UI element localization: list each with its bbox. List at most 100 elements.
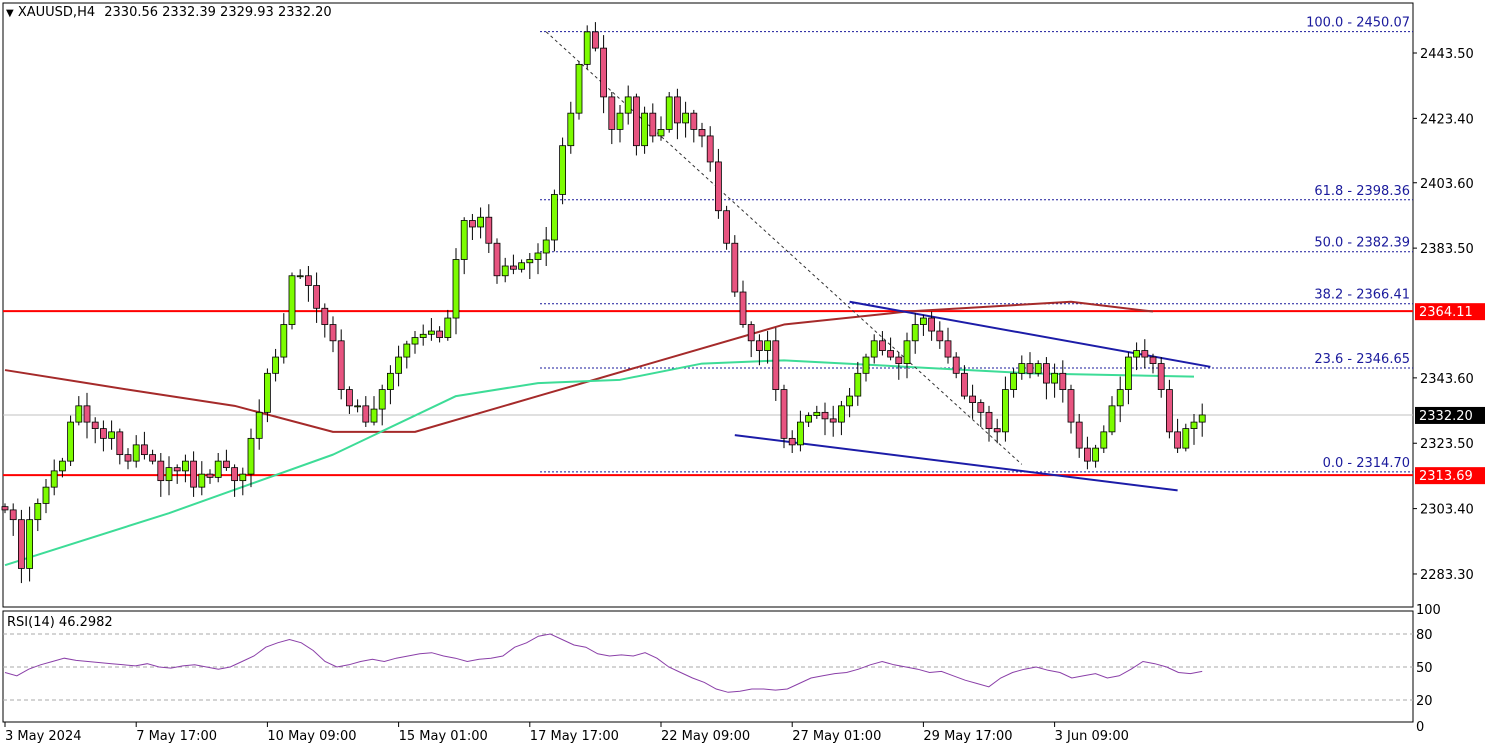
fib-level-label: 50.0 - 2382.39 <box>1314 236 1410 251</box>
dashed-trendline <box>545 31 1023 465</box>
bullish-candle <box>263 372 271 413</box>
bearish-candle <box>698 129 706 137</box>
rsi-tick-label: 80 <box>1416 628 1433 643</box>
fib-level-label: 0.0 - 2314.70 <box>1323 456 1410 471</box>
bearish-candle <box>993 428 1001 433</box>
bearish-candle <box>879 340 886 351</box>
bullish-candle <box>1108 405 1116 433</box>
symbol-label: XAUUSD,H4 <box>17 5 96 20</box>
bearish-candle <box>100 428 107 439</box>
y-tick-label: 2423.40 <box>1420 112 1474 127</box>
bearish-candle <box>928 317 935 332</box>
bullish-candle <box>657 129 665 137</box>
bearish-candle <box>772 340 780 390</box>
y-tick-label: 2403.60 <box>1420 177 1474 192</box>
bullish-candle <box>534 252 542 260</box>
bearish-candle <box>1043 363 1050 384</box>
bullish-candle <box>477 216 485 228</box>
bullish-candle <box>665 96 673 130</box>
bearish-candle <box>17 519 25 569</box>
bullish-candle <box>452 259 460 319</box>
bullish-candle <box>1010 372 1017 390</box>
bearish-candle <box>756 340 763 351</box>
bullish-candle <box>624 96 632 114</box>
channel-upper-line <box>849 300 1211 368</box>
bearish-candle <box>1174 431 1181 449</box>
bullish-candle <box>1198 414 1206 423</box>
bullish-candle <box>1116 389 1124 407</box>
x-tick-label: 17 May 17:00 <box>530 729 619 744</box>
main-plot-frame <box>2 2 1414 608</box>
bearish-candle <box>1026 363 1034 374</box>
y-tick-label: 2383.50 <box>1420 242 1474 257</box>
level-price-label: 2313.69 <box>1419 469 1473 484</box>
bullish-candle <box>903 340 911 364</box>
bullish-candle <box>181 460 189 472</box>
bullish-candle <box>108 431 115 439</box>
bullish-candle <box>1034 363 1042 374</box>
bearish-candle <box>723 210 730 244</box>
bearish-candle <box>362 405 370 423</box>
bullish-candle <box>427 330 435 335</box>
bearish-candle <box>739 291 747 325</box>
rsi-tick-label: 20 <box>1416 694 1433 709</box>
bullish-candle <box>682 112 689 124</box>
bullish-candle <box>165 467 173 482</box>
bearish-candle <box>313 285 321 309</box>
bullish-candle <box>616 112 624 130</box>
x-tick-label: 29 May 17:00 <box>923 729 1012 744</box>
y-tick-label: 2443.50 <box>1420 47 1474 62</box>
bearish-candle <box>633 96 640 147</box>
bearish-candle <box>944 340 952 358</box>
bullish-candle <box>255 411 263 439</box>
fib-level-label: 38.2 - 2366.41 <box>1314 288 1410 303</box>
bullish-candle <box>920 317 927 325</box>
bearish-candle <box>321 307 329 325</box>
bearish-candle <box>985 411 993 430</box>
bullish-candle <box>42 486 50 504</box>
collapse-triangle-icon[interactable]: ▼ <box>6 8 14 19</box>
bearish-candle <box>149 454 157 462</box>
bearish-candle <box>780 389 788 439</box>
bearish-candle <box>674 96 681 124</box>
y-tick-label: 2343.60 <box>1420 372 1474 387</box>
fib-level-label: 100.0 - 2450.07 <box>1306 16 1410 31</box>
bullish-candle <box>1100 431 1108 449</box>
level-price-label: 2364.11 <box>1419 305 1473 320</box>
bullish-candle <box>551 194 558 241</box>
channel-lower-line <box>734 434 1178 492</box>
y-tick-label: 2303.40 <box>1420 503 1474 518</box>
x-tick-label: 7 May 17:00 <box>136 729 217 744</box>
bearish-candle <box>608 96 616 130</box>
bearish-candle <box>895 356 903 364</box>
bullish-candle <box>1002 389 1009 433</box>
rsi-label: RSI(14) 46.2982 <box>7 615 113 630</box>
bullish-candle <box>288 275 296 325</box>
bullish-candle <box>542 239 550 254</box>
bearish-candle <box>1166 389 1173 433</box>
rsi-tick-label: 100 <box>1416 603 1441 618</box>
bullish-candle <box>354 405 362 408</box>
bearish-candle <box>83 405 91 423</box>
rsi-tick-label: 0 <box>1416 720 1424 735</box>
bullish-candle <box>838 405 845 423</box>
level-price-tag <box>1415 467 1485 485</box>
bearish-candle <box>887 350 894 358</box>
bullish-candle <box>1125 356 1132 390</box>
bullish-candle <box>567 112 575 147</box>
fast-moving-average-line <box>4 359 1195 567</box>
bearish-candle <box>157 460 165 482</box>
bearish-candle <box>468 220 476 228</box>
bearish-candle <box>1149 356 1157 364</box>
bullish-candle <box>198 473 206 488</box>
bearish-candle <box>173 467 181 472</box>
bearish-candle <box>1141 350 1149 358</box>
current-price-label: 2332.20 <box>1419 409 1473 424</box>
bullish-candle <box>583 31 591 65</box>
bullish-candle <box>854 372 862 397</box>
bearish-candle <box>329 324 337 342</box>
bullish-candle <box>403 343 411 358</box>
bearish-candle <box>821 411 829 420</box>
bullish-candle <box>50 470 58 488</box>
